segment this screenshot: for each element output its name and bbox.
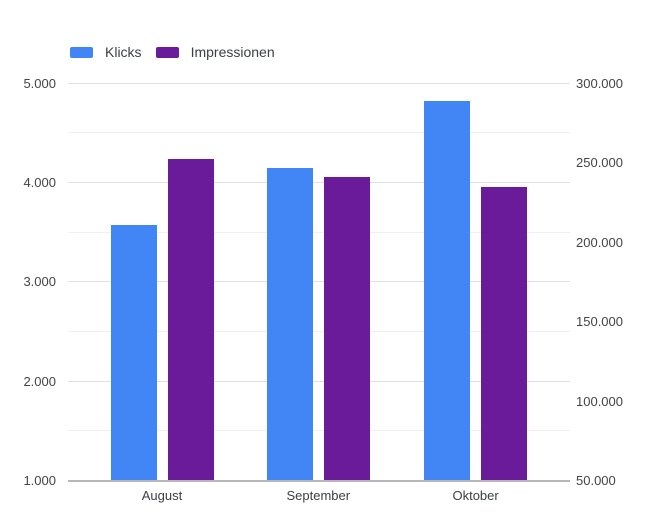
legend-item-impressionen: Impressionen xyxy=(155,44,275,60)
bar-august-impressionen[interactable] xyxy=(167,159,214,481)
right-axis-tick-label: 300.000 xyxy=(576,75,623,91)
gridline-major xyxy=(68,281,570,283)
legend-label-impressionen: Impressionen xyxy=(190,44,275,60)
bar-oktober-impressionen[interactable] xyxy=(481,187,528,481)
left-axis-tick-label: 1.000 xyxy=(23,473,56,488)
gridline-minor xyxy=(68,231,570,233)
legend-swatch-impressionen xyxy=(155,46,179,58)
legend-swatch-klicks xyxy=(70,46,93,58)
gridline-major xyxy=(68,82,570,84)
bar-oktober-klicks[interactable] xyxy=(424,100,471,481)
gridline-major xyxy=(68,380,570,382)
gridline-minor xyxy=(68,330,570,332)
gridline-major xyxy=(68,181,570,183)
x-axis-category-label: August xyxy=(141,488,183,503)
gridline-minor xyxy=(68,132,570,134)
right-axis-tick-label: 250.000 xyxy=(576,155,623,170)
gridline-minor xyxy=(68,430,570,432)
left-axis-tick-label: 2.000 xyxy=(23,373,56,389)
x-axis-baseline xyxy=(68,479,570,482)
right-axis-tick-label: 200.000 xyxy=(576,234,623,250)
legend-label-klicks: Klicks xyxy=(105,44,142,60)
bar-september-impressionen[interactable] xyxy=(323,176,370,481)
x-axis-category-label: September xyxy=(286,488,351,503)
right-axis-tick-label: 100.000 xyxy=(576,393,623,409)
x-axis-category-label: Oktober xyxy=(452,488,499,503)
left-axis-tick-label: 3.000 xyxy=(23,274,56,290)
legend-item-klicks: Klicks xyxy=(70,44,142,60)
right-axis-tick-label: 150.000 xyxy=(576,314,623,329)
chart-legend: Klicks Impressionen xyxy=(70,44,275,60)
bar-august-klicks[interactable] xyxy=(110,225,157,481)
bar-september-klicks[interactable] xyxy=(266,168,313,481)
left-axis-tick-label: 5.000 xyxy=(23,75,56,91)
right-axis-tick-label: 50.000 xyxy=(576,473,616,488)
left-axis-tick-label: 4.000 xyxy=(23,174,56,190)
